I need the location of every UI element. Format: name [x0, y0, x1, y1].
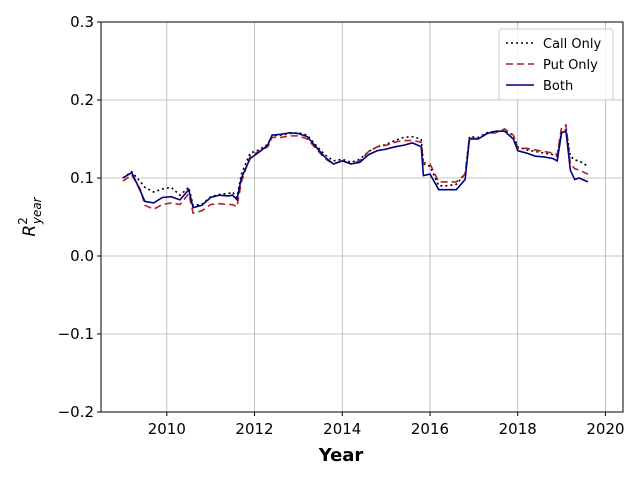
series-line: [122, 128, 589, 207]
series-line: [122, 123, 589, 215]
legend-label: Put Only: [543, 58, 598, 73]
x-tick-label: 2018: [499, 420, 537, 438]
y-tick-label: 0.1: [70, 169, 94, 187]
y-label-base: R: [20, 225, 40, 237]
y-tick-label: −0.1: [58, 325, 94, 343]
series-line: [122, 130, 589, 209]
y-label-sub: year: [30, 196, 44, 225]
y-tick-label: 0.3: [70, 13, 94, 31]
x-tick-label: 2014: [323, 420, 361, 438]
y-tick-label: 0.2: [70, 91, 94, 109]
x-axis-label: Year: [318, 445, 364, 466]
legend-box: [498, 28, 614, 101]
legend-label: Both: [543, 79, 573, 94]
y-axis-label: R2year: [16, 196, 44, 236]
y-tick-label: −0.2: [58, 403, 94, 421]
x-tick-label: 2016: [411, 420, 449, 438]
y-label-sup: 2: [16, 217, 30, 225]
legend-label: Call Only: [543, 37, 601, 52]
x-tick-label: 2020: [586, 420, 624, 438]
x-tick-label: 2012: [235, 420, 273, 438]
plot-frame: [100, 21, 624, 413]
x-tick-label: 2010: [148, 420, 186, 438]
y-tick-label: 0.0: [70, 247, 94, 265]
